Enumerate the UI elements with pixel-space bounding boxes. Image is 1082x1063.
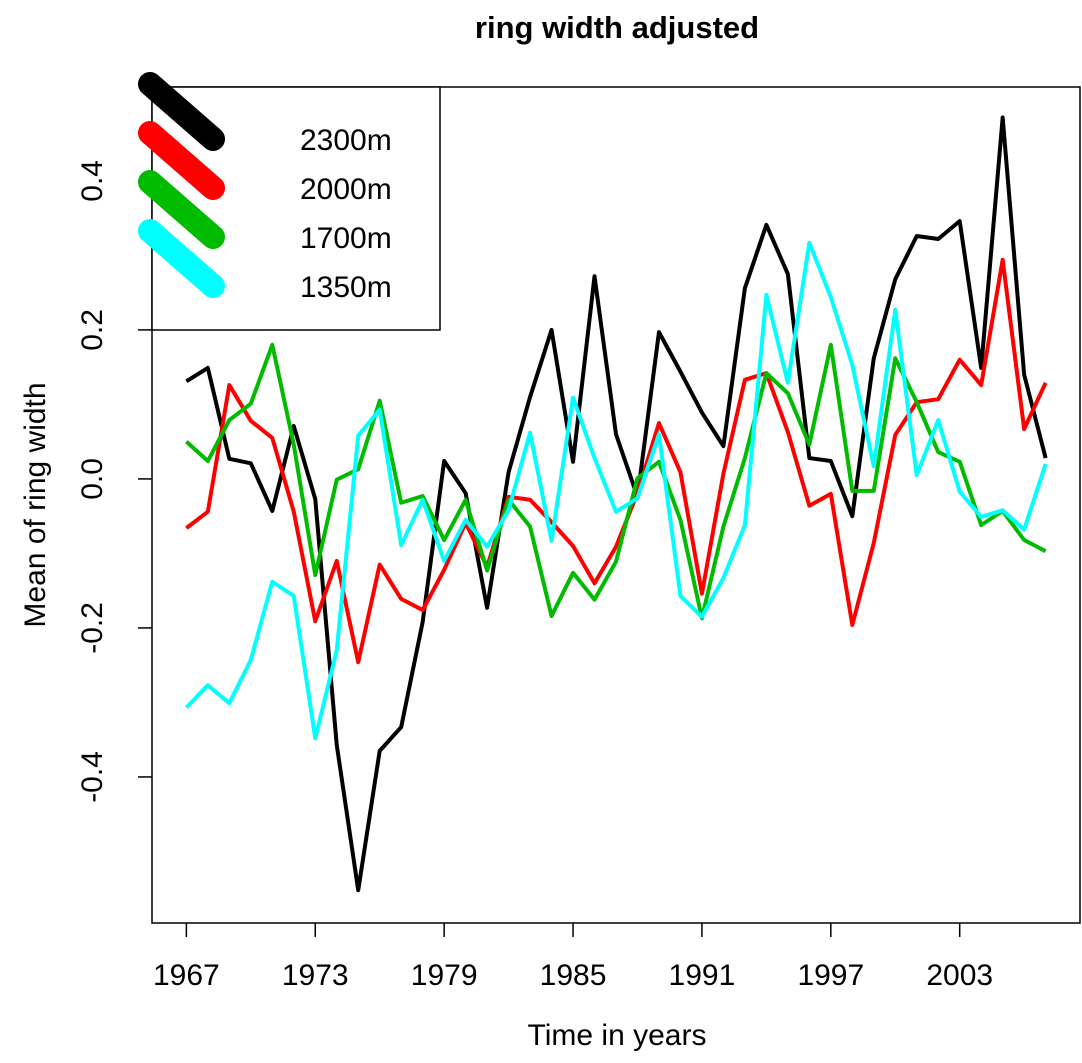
legend-swatch [138,72,225,151]
legend-swatch [138,121,225,200]
x-axis-label: Time in years [528,1019,707,1052]
series-line [185,342,1047,621]
y-tick-label: -0.4 [76,751,109,803]
x-tick-label: 1985 [540,959,607,992]
x-tick-label: 1991 [669,959,736,992]
legend-label: 2300m [300,124,392,157]
x-tick-label: 2003 [926,959,993,992]
y-tick-label: 0.4 [76,160,109,202]
y-tick-label: 0.0 [76,458,109,500]
chart-title: ring width adjusted [475,10,759,45]
x-tick-label: 1979 [411,959,478,992]
series-line [185,115,1048,893]
legend-label: 1700m [300,222,392,255]
y-tick-label: -0.2 [76,602,109,654]
legend-label: 2000m [300,173,392,206]
x-tick-label: 1997 [797,959,864,992]
series-line [184,240,1048,741]
x-tick-label: 1973 [282,959,349,992]
series-line [185,257,1048,665]
legend-label: 1350m [300,271,392,304]
y-tick-label: 0.2 [76,309,109,351]
plot-frame [151,86,1081,924]
legend-swatch [138,170,225,249]
legend-swatch [138,219,225,298]
y-axis-label: Mean of ring width [19,382,52,627]
x-tick-label: 1967 [153,959,220,992]
